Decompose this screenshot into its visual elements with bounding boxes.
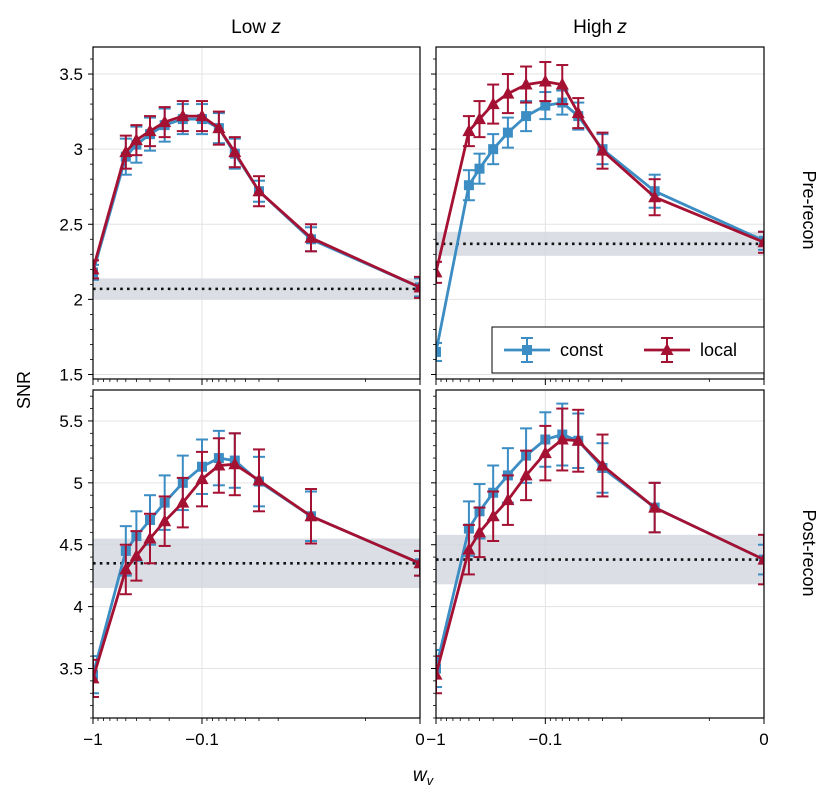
x-tick-label: −1 — [83, 730, 102, 749]
y-tick-label: 1.5 — [59, 365, 83, 384]
col-title-low-z: Low z — [231, 17, 281, 38]
point-local — [757, 552, 764, 565]
point-local — [129, 133, 143, 146]
legend-marker-local — [660, 343, 674, 355]
point-local — [212, 458, 226, 471]
point-local — [462, 124, 476, 137]
point-local — [596, 458, 610, 471]
y-tick-label: 4.5 — [59, 536, 83, 555]
point-local — [129, 548, 143, 561]
y-tick-label: 4 — [74, 598, 83, 617]
point-local — [119, 145, 133, 158]
y-tick-label: 5.5 — [59, 412, 83, 431]
panel-data — [436, 402, 764, 695]
point-local — [158, 514, 172, 527]
panel-low-pre: 1.5 2 2.5 3 3.5 — [59, 46, 421, 385]
col-title-high-z: High z — [573, 17, 627, 38]
panel-high-pre: const local — [431, 46, 765, 385]
point-local — [648, 190, 662, 203]
legend-marker-const — [522, 345, 532, 355]
row-title-pre-recon: Pre-recon — [799, 170, 819, 249]
point-local — [538, 74, 552, 87]
point-const — [436, 346, 441, 357]
row-title-post-recon: Post-recon — [799, 509, 819, 596]
x-axis-label: wv — [413, 765, 435, 788]
point-local — [228, 145, 242, 158]
point-local — [519, 468, 533, 481]
point-local — [571, 433, 585, 446]
point-const — [474, 163, 485, 174]
point-local — [436, 667, 443, 680]
point-local — [413, 556, 420, 569]
point-local — [304, 230, 318, 243]
point-local — [436, 265, 443, 278]
point-local — [93, 262, 100, 275]
point-const — [488, 144, 499, 155]
series-line-const — [436, 101, 764, 353]
point-local — [538, 446, 552, 459]
point-const — [502, 127, 513, 138]
point-local — [93, 671, 100, 684]
panel-high-post: −1 −0.1 0 — [426, 389, 769, 749]
point-local — [462, 542, 476, 555]
point-local — [252, 184, 266, 197]
point-local — [757, 235, 764, 248]
panel-frame — [92, 46, 421, 380]
point-local — [252, 473, 266, 486]
panel-frame — [435, 46, 765, 380]
y-tick-label: 2 — [74, 290, 83, 309]
y-axis-label: SNR — [14, 371, 34, 409]
point-local — [195, 472, 209, 485]
legend-label-const: const — [560, 340, 603, 360]
panel-data — [93, 100, 420, 299]
x-tick-label: −1 — [426, 730, 445, 749]
legend-label-local: local — [700, 340, 737, 360]
point-local — [648, 500, 662, 513]
y-tick-label: 3 — [74, 140, 83, 159]
point-local — [473, 525, 487, 538]
x-tick-label: −0.1 — [185, 730, 219, 749]
y-tick-label: 3.5 — [59, 659, 83, 678]
point-local — [212, 121, 226, 134]
point-local — [195, 109, 209, 122]
panel-data — [436, 61, 764, 362]
y-tick-label: 3.5 — [59, 65, 83, 84]
point-local — [176, 109, 190, 122]
point-local — [228, 457, 242, 470]
point-local — [176, 495, 190, 508]
point-local — [119, 562, 133, 575]
point-local — [555, 77, 569, 90]
y-tick-label: 5 — [74, 474, 83, 493]
y-tick-label: 2.5 — [59, 215, 83, 234]
point-local — [413, 280, 420, 293]
point-local — [158, 115, 172, 128]
x-tick-label: −0.1 — [529, 730, 563, 749]
point-const — [540, 100, 551, 111]
point-local — [143, 531, 157, 544]
point-local — [501, 86, 515, 99]
panel-frame — [435, 389, 765, 719]
point-const — [463, 180, 474, 191]
point-local — [501, 493, 515, 506]
panel-frame — [92, 389, 421, 719]
point-local — [486, 509, 500, 522]
legend: const local — [491, 326, 765, 374]
point-local — [486, 97, 500, 110]
panel-data — [93, 429, 420, 698]
point-local — [304, 509, 318, 522]
point-local — [143, 124, 157, 137]
x-tick-label: 0 — [759, 730, 768, 749]
point-const — [521, 111, 532, 122]
x-tick-label: 0 — [415, 730, 424, 749]
point-local — [596, 143, 610, 156]
point-local — [519, 77, 533, 90]
point-local — [571, 106, 585, 119]
point-local — [473, 112, 487, 125]
point-local — [555, 432, 569, 445]
panel-low-post: 3.5 4 4.5 5 5.5 −1 −0.1 0 — [59, 389, 425, 749]
